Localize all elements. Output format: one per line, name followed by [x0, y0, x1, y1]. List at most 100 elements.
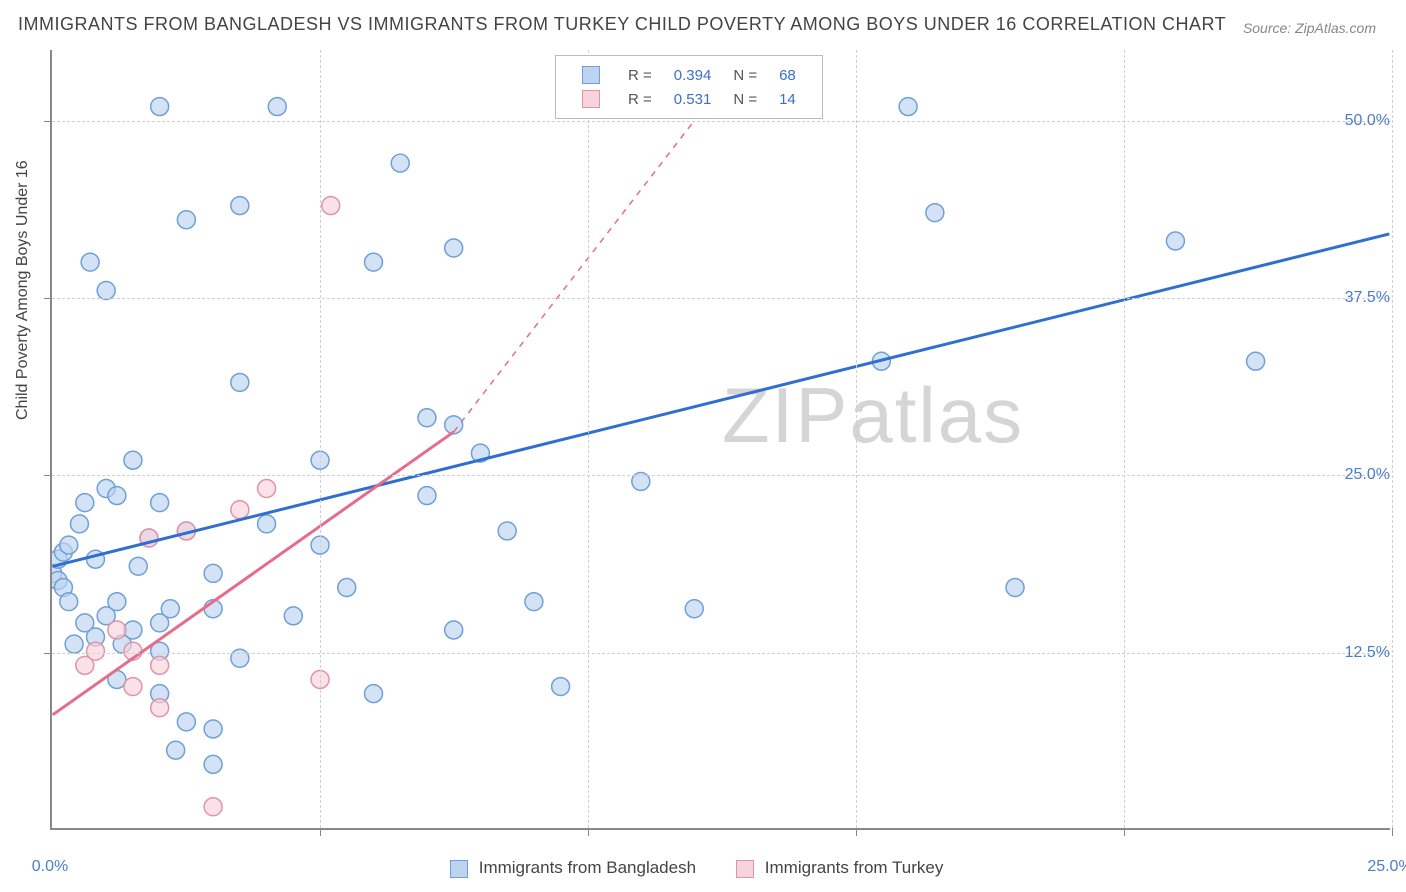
x-tick-mark — [588, 828, 589, 836]
plot-area: ZIPatlas — [50, 50, 1390, 830]
data-point-turkey — [151, 699, 169, 717]
y-tick-mark — [44, 653, 52, 654]
gridline-vertical — [1124, 50, 1125, 828]
data-point-bangladesh — [124, 621, 142, 639]
data-point-bangladesh — [54, 543, 72, 561]
legend-item: Immigrants from Bangladesh — [450, 858, 696, 878]
data-point-bangladesh — [418, 409, 436, 427]
data-point-turkey — [124, 642, 142, 660]
data-point-bangladesh — [525, 593, 543, 611]
data-point-bangladesh — [52, 550, 67, 568]
data-point-bangladesh — [258, 515, 276, 533]
data-point-bangladesh — [167, 741, 185, 759]
data-point-bangladesh — [685, 600, 703, 618]
y-tick-mark — [44, 475, 52, 476]
chart-svg — [52, 50, 1390, 828]
data-point-turkey — [76, 656, 94, 674]
data-point-bangladesh — [445, 239, 463, 257]
data-point-bangladesh — [97, 607, 115, 625]
chart-title: IMMIGRANTS FROM BANGLADESH VS IMMIGRANTS… — [18, 14, 1226, 35]
source-attribution: Source: ZipAtlas.com — [1243, 20, 1376, 36]
data-point-bangladesh — [177, 522, 195, 540]
watermark: ZIPatlas — [722, 370, 1024, 461]
y-tick-label: 12.5% — [1345, 644, 1390, 662]
data-point-turkey — [151, 656, 169, 674]
legend-n-value: 14 — [769, 88, 806, 110]
data-point-bangladesh — [391, 154, 409, 172]
data-point-bangladesh — [151, 685, 169, 703]
data-point-turkey — [322, 197, 340, 215]
data-point-bangladesh — [76, 494, 94, 512]
data-point-bangladesh — [1247, 352, 1265, 370]
data-point-bangladesh — [140, 529, 158, 547]
data-point-bangladesh — [445, 416, 463, 434]
data-point-bangladesh — [60, 536, 78, 554]
data-point-bangladesh — [926, 204, 944, 222]
legend-swatch — [582, 66, 600, 84]
x-tick-label: 25.0% — [1367, 858, 1406, 876]
data-point-bangladesh — [268, 98, 286, 116]
data-point-bangladesh — [445, 621, 463, 639]
data-point-bangladesh — [97, 480, 115, 498]
legend-r-value: 0.531 — [664, 88, 722, 110]
data-point-bangladesh — [231, 373, 249, 391]
data-point-turkey — [177, 522, 195, 540]
x-tick-mark — [320, 828, 321, 836]
gridline-horizontal — [52, 121, 1390, 122]
data-point-bangladesh — [418, 487, 436, 505]
data-point-bangladesh — [52, 564, 62, 582]
data-point-bangladesh — [129, 557, 147, 575]
data-point-bangladesh — [177, 211, 195, 229]
data-point-bangladesh — [108, 670, 126, 688]
legend-label: Immigrants from Bangladesh — [479, 858, 696, 877]
legend-n-label: N = — [723, 64, 767, 86]
data-point-bangladesh — [113, 635, 131, 653]
gridline-horizontal — [52, 298, 1390, 299]
data-point-bangladesh — [52, 571, 67, 589]
legend-swatch — [450, 860, 468, 878]
data-point-bangladesh — [81, 253, 99, 271]
legend-swatch — [736, 860, 754, 878]
data-point-bangladesh — [76, 614, 94, 632]
legend-label: Immigrants from Turkey — [765, 858, 944, 877]
data-point-bangladesh — [498, 522, 516, 540]
data-point-bangladesh — [204, 600, 222, 618]
data-point-bangladesh — [124, 451, 142, 469]
legend-swatch — [582, 90, 600, 108]
legend-r-value: 0.394 — [664, 64, 722, 86]
data-point-bangladesh — [872, 352, 890, 370]
data-point-bangladesh — [552, 678, 570, 696]
data-point-turkey — [231, 501, 249, 519]
data-point-bangladesh — [365, 685, 383, 703]
data-point-bangladesh — [161, 600, 179, 618]
gridline-horizontal — [52, 475, 1390, 476]
legend-r-label: R = — [618, 64, 662, 86]
data-point-turkey — [108, 621, 126, 639]
data-point-turkey — [204, 798, 222, 816]
data-point-bangladesh — [1166, 232, 1184, 250]
data-point-bangladesh — [151, 642, 169, 660]
legend-n-label: N = — [723, 88, 767, 110]
gridline-vertical — [588, 50, 589, 828]
data-point-bangladesh — [108, 487, 126, 505]
data-point-turkey — [87, 642, 105, 660]
data-point-turkey — [124, 678, 142, 696]
data-point-bangladesh — [151, 614, 169, 632]
x-tick-mark — [856, 828, 857, 836]
gridline-vertical — [320, 50, 321, 828]
data-point-bangladesh — [151, 494, 169, 512]
x-tick-mark — [1392, 828, 1393, 836]
data-point-bangladesh — [899, 98, 917, 116]
legend-r-label: R = — [618, 88, 662, 110]
series-legend: Immigrants from Bangladesh Immigrants fr… — [450, 858, 983, 878]
data-point-bangladesh — [65, 635, 83, 653]
data-point-bangladesh — [365, 253, 383, 271]
data-point-bangladesh — [97, 281, 115, 299]
data-point-bangladesh — [177, 713, 195, 731]
y-tick-label: 37.5% — [1345, 289, 1390, 307]
data-point-bangladesh — [204, 720, 222, 738]
data-point-bangladesh — [108, 593, 126, 611]
gridline-horizontal — [52, 653, 1390, 654]
y-tick-label: 25.0% — [1345, 466, 1390, 484]
x-tick-mark — [1124, 828, 1125, 836]
